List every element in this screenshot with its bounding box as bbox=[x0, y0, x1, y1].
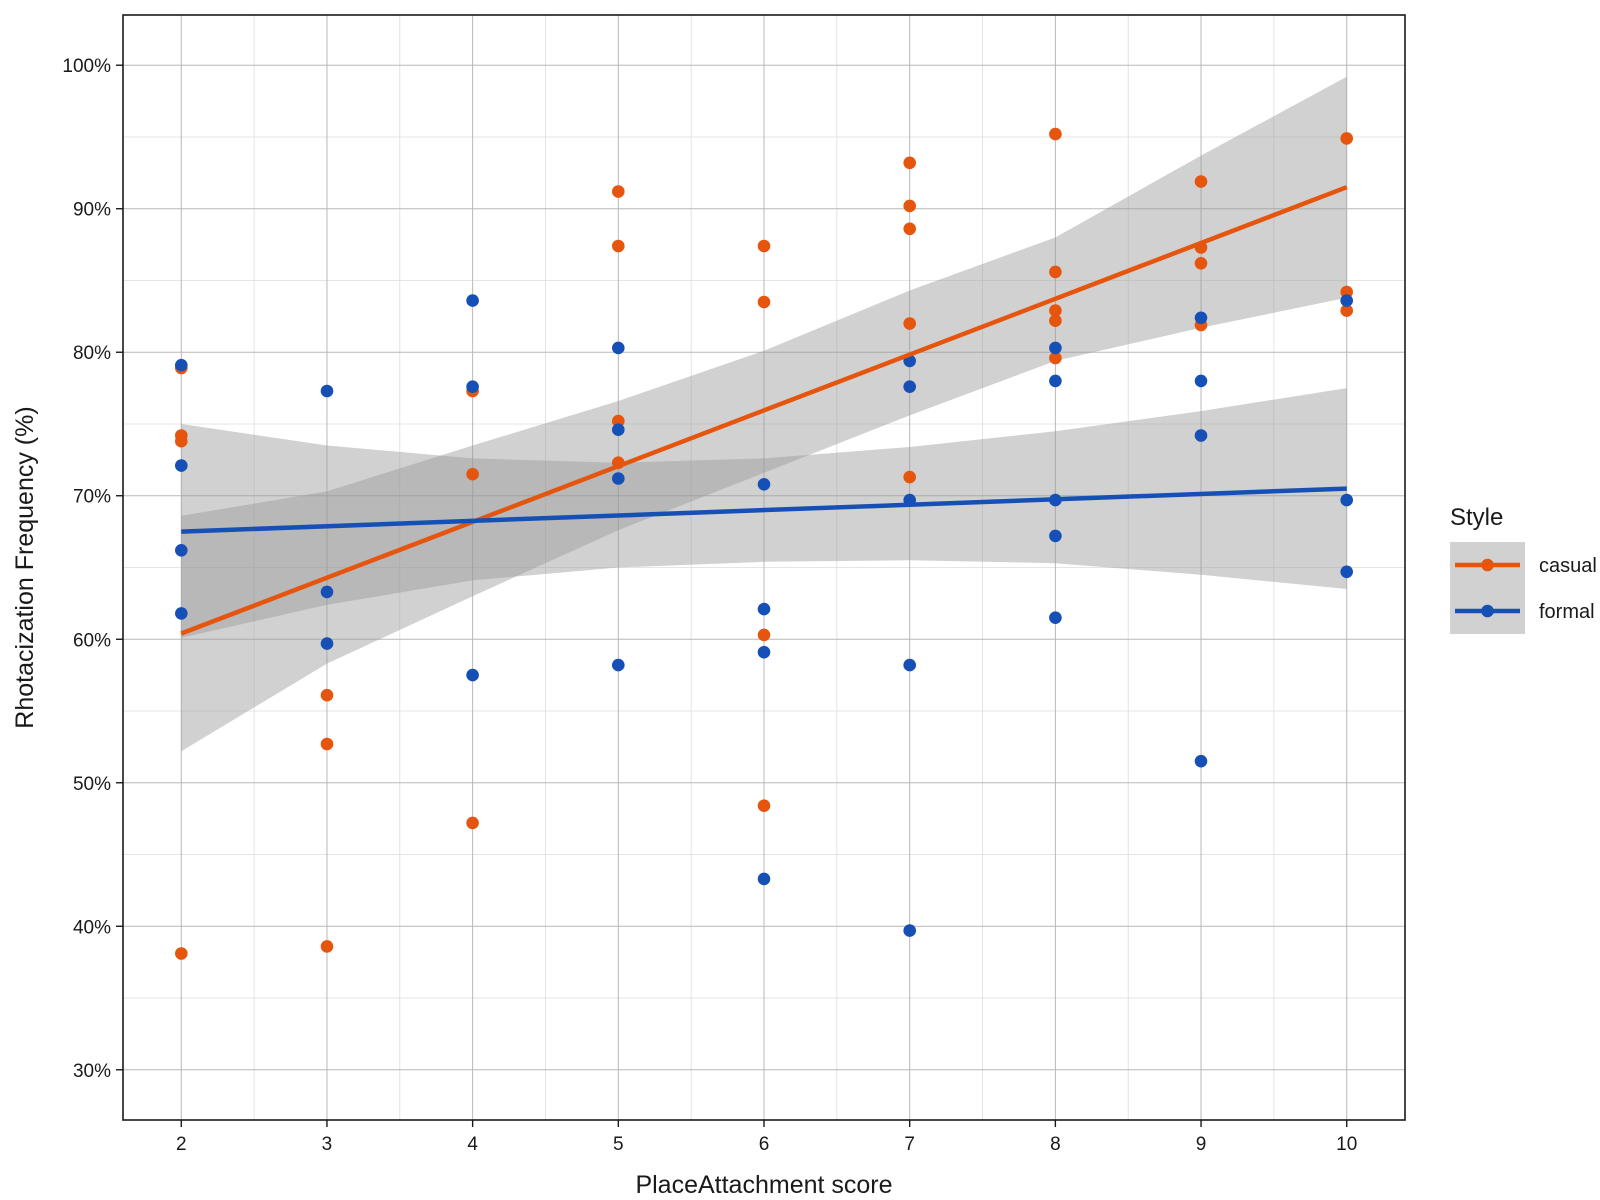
x-tick-label: 6 bbox=[759, 1134, 770, 1155]
y-tick-label: 40% bbox=[73, 917, 111, 938]
data-point-formal bbox=[612, 341, 625, 355]
fit-line-casual bbox=[180, 185, 1348, 636]
data-point-formal bbox=[757, 872, 771, 886]
x-axis-ticks: 2 3 4 5 6 7 8 9 10 bbox=[176, 1120, 1357, 1155]
data-point-formal bbox=[466, 668, 479, 682]
data-point-formal bbox=[1194, 374, 1208, 388]
data-point-formal bbox=[1194, 429, 1208, 442]
data-point-formal bbox=[612, 472, 625, 485]
x-tick-label: 5 bbox=[613, 1134, 624, 1155]
x-tick-label: 7 bbox=[904, 1134, 915, 1155]
x-tick-label: 2 bbox=[176, 1134, 187, 1155]
data-point-formal bbox=[1340, 493, 1353, 507]
y-tick-label: 50% bbox=[73, 774, 111, 795]
y-axis-ticks: 30% 40% 50% 60% 70% 80% 90% 100% bbox=[62, 56, 123, 1082]
data-point-formal bbox=[1194, 311, 1208, 325]
data-point-formal bbox=[1049, 611, 1062, 624]
data-point-casual bbox=[175, 434, 188, 448]
data-points bbox=[175, 127, 1353, 960]
data-point-casual bbox=[1049, 304, 1062, 317]
data-point-formal bbox=[903, 658, 916, 672]
data-point-casual bbox=[903, 199, 916, 213]
data-point-formal bbox=[612, 423, 625, 437]
data-point-formal bbox=[175, 607, 188, 620]
confidence-band-formal bbox=[181, 388, 1347, 638]
data-point-casual bbox=[757, 239, 771, 253]
legend-key-point-formal bbox=[1481, 604, 1494, 618]
y-tick-label: 30% bbox=[73, 1061, 111, 1082]
fit-lines bbox=[180, 185, 1348, 636]
data-point-casual bbox=[903, 156, 916, 170]
data-point-casual bbox=[466, 467, 479, 481]
data-point-formal bbox=[757, 645, 771, 659]
x-tick-label: 3 bbox=[322, 1134, 333, 1155]
y-tick-label: 80% bbox=[73, 343, 111, 364]
data-point-formal bbox=[1340, 294, 1353, 307]
data-point-formal bbox=[757, 478, 771, 491]
data-point-casual bbox=[1049, 127, 1062, 141]
data-point-formal bbox=[612, 658, 625, 672]
data-point-casual bbox=[320, 940, 334, 953]
data-point-casual bbox=[612, 239, 625, 253]
x-tick-label: 8 bbox=[1050, 1134, 1061, 1155]
legend-label-formal: formal bbox=[1539, 601, 1595, 623]
data-point-casual bbox=[1049, 351, 1062, 365]
data-point-formal bbox=[1340, 565, 1353, 579]
data-point-formal bbox=[320, 637, 334, 650]
data-point-formal bbox=[1194, 754, 1208, 768]
x-axis-title: PlaceAttachment score bbox=[635, 1171, 892, 1199]
fit-line-formal bbox=[181, 486, 1347, 534]
legend-key-point-casual bbox=[1481, 558, 1494, 572]
data-point-casual bbox=[1194, 175, 1208, 188]
y-tick-label: 60% bbox=[73, 630, 111, 651]
data-point-formal bbox=[175, 459, 188, 472]
data-point-formal bbox=[466, 294, 479, 307]
legend-label-casual: casual bbox=[1539, 555, 1597, 577]
x-tick-label: 10 bbox=[1336, 1134, 1357, 1155]
data-point-casual bbox=[757, 628, 771, 642]
data-point-casual bbox=[320, 737, 334, 751]
x-tick-label: 4 bbox=[467, 1134, 478, 1155]
data-point-formal bbox=[1049, 529, 1062, 543]
data-point-casual bbox=[903, 317, 916, 330]
data-point-formal bbox=[320, 384, 334, 398]
data-point-formal bbox=[903, 380, 916, 394]
data-point-formal bbox=[320, 585, 334, 599]
legend: Style casual formal bbox=[1450, 504, 1597, 634]
data-point-casual bbox=[612, 185, 625, 198]
data-point-casual bbox=[757, 295, 771, 309]
data-point-casual bbox=[175, 947, 188, 960]
data-point-formal bbox=[1049, 374, 1062, 388]
data-point-formal bbox=[175, 544, 188, 557]
data-point-formal bbox=[175, 358, 188, 372]
legend-key-background bbox=[1450, 542, 1525, 634]
data-point-casual bbox=[1049, 314, 1062, 328]
confidence-bands bbox=[181, 76, 1347, 752]
data-point-casual bbox=[1049, 265, 1062, 279]
data-point-formal bbox=[903, 924, 916, 937]
data-point-casual bbox=[320, 688, 334, 702]
data-point-casual bbox=[903, 222, 916, 236]
y-tick-label: 90% bbox=[73, 200, 111, 221]
data-point-casual bbox=[1194, 257, 1208, 270]
data-point-casual bbox=[757, 799, 771, 812]
data-point-casual bbox=[1340, 304, 1353, 317]
data-point-casual bbox=[466, 816, 479, 830]
y-axis-title: Rhotacization Frequency (%) bbox=[11, 406, 39, 728]
y-tick-label: 70% bbox=[73, 487, 111, 508]
data-point-formal bbox=[466, 380, 479, 394]
y-tick-label: 100% bbox=[62, 56, 111, 77]
data-point-casual bbox=[903, 470, 916, 484]
confidence-band-casual bbox=[181, 76, 1347, 752]
data-point-formal bbox=[1049, 341, 1062, 355]
x-tick-label: 9 bbox=[1196, 1134, 1207, 1155]
data-point-casual bbox=[1340, 132, 1353, 145]
legend-title: Style bbox=[1450, 504, 1503, 531]
data-point-formal bbox=[757, 602, 771, 616]
